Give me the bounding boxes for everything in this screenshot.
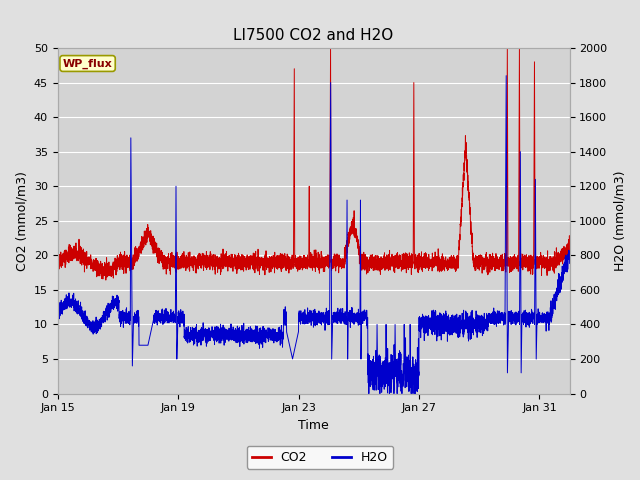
H2O — [387, 376, 394, 382]
CO2 — [54, 257, 61, 263]
H2O — [475, 316, 483, 322]
H2O — [365, 391, 372, 396]
H2O — [361, 309, 369, 315]
CO2 — [102, 277, 109, 283]
Text: WP_flux: WP_flux — [63, 59, 113, 69]
H2O — [147, 330, 154, 336]
CO2 — [387, 255, 395, 261]
H2O — [54, 312, 61, 318]
H2O — [436, 329, 444, 335]
Title: LI7500 CO2 and H2O: LI7500 CO2 and H2O — [234, 28, 394, 43]
CO2 — [566, 249, 573, 255]
CO2 — [326, 45, 334, 51]
Line: CO2: CO2 — [58, 48, 570, 280]
H2O — [250, 338, 257, 344]
X-axis label: Time: Time — [298, 419, 329, 432]
Legend: CO2, H2O: CO2, H2O — [247, 446, 393, 469]
CO2 — [475, 253, 483, 259]
CO2 — [147, 228, 154, 234]
CO2 — [250, 250, 257, 256]
H2O — [502, 73, 510, 79]
CO2 — [436, 268, 444, 274]
Line: H2O: H2O — [58, 76, 570, 394]
CO2 — [361, 267, 369, 273]
Y-axis label: CO2 (mmol/m3): CO2 (mmol/m3) — [15, 171, 28, 271]
H2O — [566, 261, 573, 266]
Y-axis label: H2O (mmol/m3): H2O (mmol/m3) — [613, 170, 626, 271]
